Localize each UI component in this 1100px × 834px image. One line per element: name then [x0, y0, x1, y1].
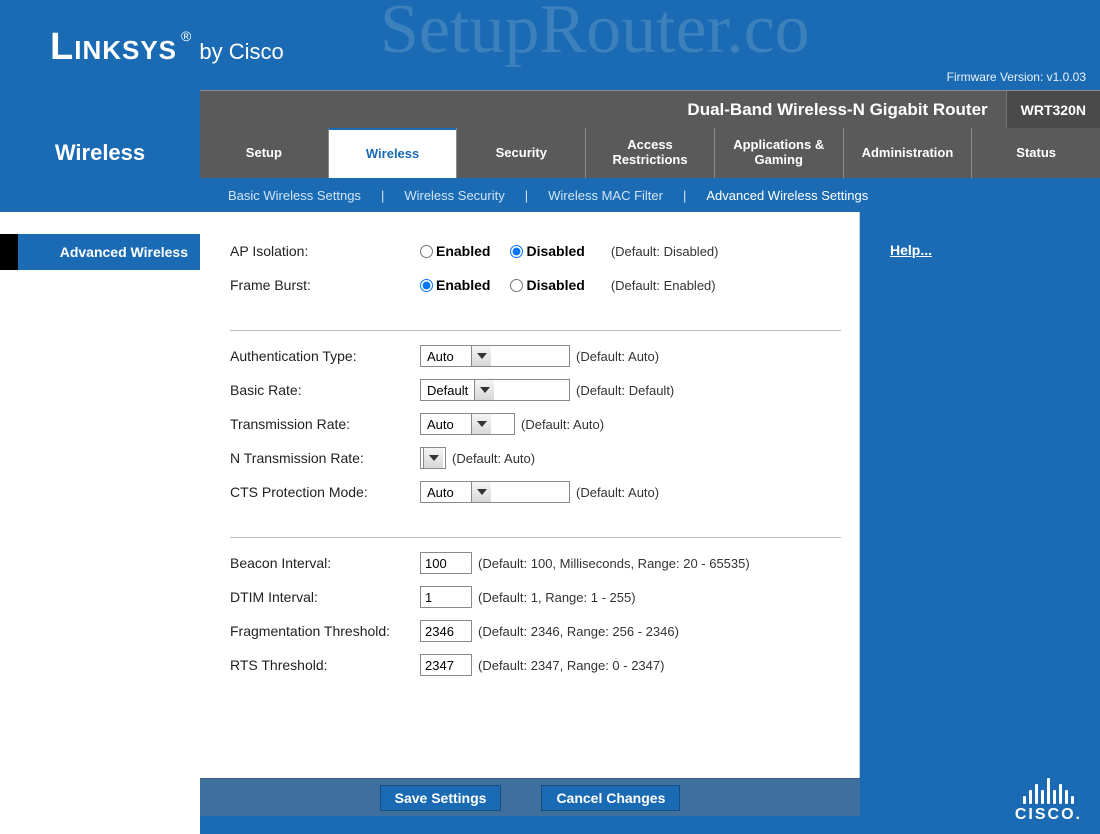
input-rts-threshold[interactable]: [420, 654, 472, 676]
input-beacon-interval[interactable]: [420, 552, 472, 574]
watermark-text: SetupRouter.co: [380, 0, 810, 70]
product-title: Dual-Band Wireless-N Gigabit Router: [200, 100, 1006, 120]
help-sidebar: Help...: [860, 212, 1100, 778]
footer-buttons: Save Settings Cancel Changes: [200, 778, 860, 816]
hint-dtim: (Default: 1, Range: 1 - 255): [478, 590, 636, 605]
cisco-name: CISCO.: [1015, 806, 1082, 824]
content-panel: AP Isolation: Enabled Disabled (Default:…: [200, 212, 860, 778]
hint-frag: (Default: 2346, Range: 256 - 2346): [478, 624, 679, 639]
label-tx-rate: Transmission Rate:: [230, 416, 420, 432]
tab-setup[interactable]: Setup: [200, 128, 328, 178]
label-frame-burst: Frame Burst:: [230, 277, 420, 293]
select-tx-rate[interactable]: Auto: [420, 413, 515, 435]
cisco-logo: CISCO.: [1015, 778, 1082, 824]
chevron-down-icon: [471, 346, 491, 366]
main-tabs: Setup Wireless Security Access Restricti…: [200, 128, 1100, 178]
cancel-changes-button[interactable]: Cancel Changes: [541, 785, 680, 811]
product-model: WRT320N: [1006, 91, 1100, 129]
hint-n-tx-rate: (Default: Auto): [452, 451, 535, 466]
chevron-down-icon: [474, 380, 494, 400]
page-category-title: Wireless: [0, 128, 200, 178]
label-cts: CTS Protection Mode:: [230, 484, 420, 500]
hint-ap-isolation: (Default: Disabled): [611, 244, 719, 259]
brand-sub: by Cisco: [199, 39, 283, 65]
label-dtim: DTIM Interval:: [230, 589, 420, 605]
label-beacon: Beacon Interval:: [230, 555, 420, 571]
subtab-wireless-mac-filter[interactable]: Wireless MAC Filter: [548, 188, 663, 203]
input-dtim-interval[interactable]: [420, 586, 472, 608]
radio-frame-burst-enabled[interactable]: [420, 279, 433, 292]
help-link[interactable]: Help...: [890, 242, 932, 258]
radio-frame-burst-disabled[interactable]: [510, 279, 523, 292]
label-n-tx-rate: N Transmission Rate:: [230, 450, 420, 466]
chevron-down-icon: [423, 448, 443, 468]
save-settings-button[interactable]: Save Settings: [380, 785, 502, 811]
product-band: Dual-Band Wireless-N Gigabit Router WRT3…: [200, 90, 1100, 128]
tab-wireless[interactable]: Wireless: [328, 128, 457, 178]
chevron-down-icon: [471, 482, 491, 502]
sub-tabs: Basic Wireless Settngs | Wireless Securi…: [200, 178, 1100, 212]
brand-reg: ®: [181, 28, 191, 44]
label-frag: Fragmentation Threshold:: [230, 623, 420, 639]
brand-logo: LINKSYS ® by Cisco: [50, 26, 284, 69]
chevron-down-icon: [471, 414, 491, 434]
input-frag-threshold[interactable]: [420, 620, 472, 642]
radio-ap-isolation-enabled[interactable]: [420, 245, 433, 258]
brand-main: LINKSYS: [50, 26, 177, 69]
label-basic-rate: Basic Rate:: [230, 382, 420, 398]
hint-auth-type: (Default: Auto): [576, 349, 659, 364]
tab-administration[interactable]: Administration: [843, 128, 972, 178]
cisco-bars-icon: [1015, 778, 1082, 804]
label-rts: RTS Threshold:: [230, 657, 420, 673]
label-ap-isolation: AP Isolation:: [230, 243, 420, 259]
hint-tx-rate: (Default: Auto): [521, 417, 604, 432]
hint-beacon: (Default: 100, Milliseconds, Range: 20 -…: [478, 556, 750, 571]
firmware-version: Firmware Version: v1.0.03: [947, 70, 1086, 84]
tab-security[interactable]: Security: [456, 128, 585, 178]
select-auth-type[interactable]: Auto: [420, 345, 570, 367]
tab-access-restrictions[interactable]: Access Restrictions: [585, 128, 714, 178]
radio-ap-isolation-disabled[interactable]: [510, 245, 523, 258]
subtab-basic-wireless[interactable]: Basic Wireless Settngs: [228, 188, 361, 203]
hint-basic-rate: (Default: Default): [576, 383, 674, 398]
hint-cts: (Default: Auto): [576, 485, 659, 500]
hint-frame-burst: (Default: Enabled): [611, 278, 716, 293]
tab-applications-gaming[interactable]: Applications & Gaming: [714, 128, 843, 178]
subtab-wireless-security[interactable]: Wireless Security: [404, 188, 504, 203]
hint-rts: (Default: 2347, Range: 0 - 2347): [478, 658, 664, 673]
label-auth-type: Authentication Type:: [230, 348, 420, 364]
select-cts[interactable]: Auto: [420, 481, 570, 503]
subtab-advanced-wireless[interactable]: Advanced Wireless Settings: [706, 188, 868, 203]
section-title: Advanced Wireless: [0, 234, 200, 270]
select-basic-rate[interactable]: Default: [420, 379, 570, 401]
select-n-tx-rate[interactable]: [420, 447, 446, 469]
tab-status[interactable]: Status: [971, 128, 1100, 178]
header: SetupRouter.co LINKSYS ® by Cisco Firmwa…: [0, 0, 1100, 90]
